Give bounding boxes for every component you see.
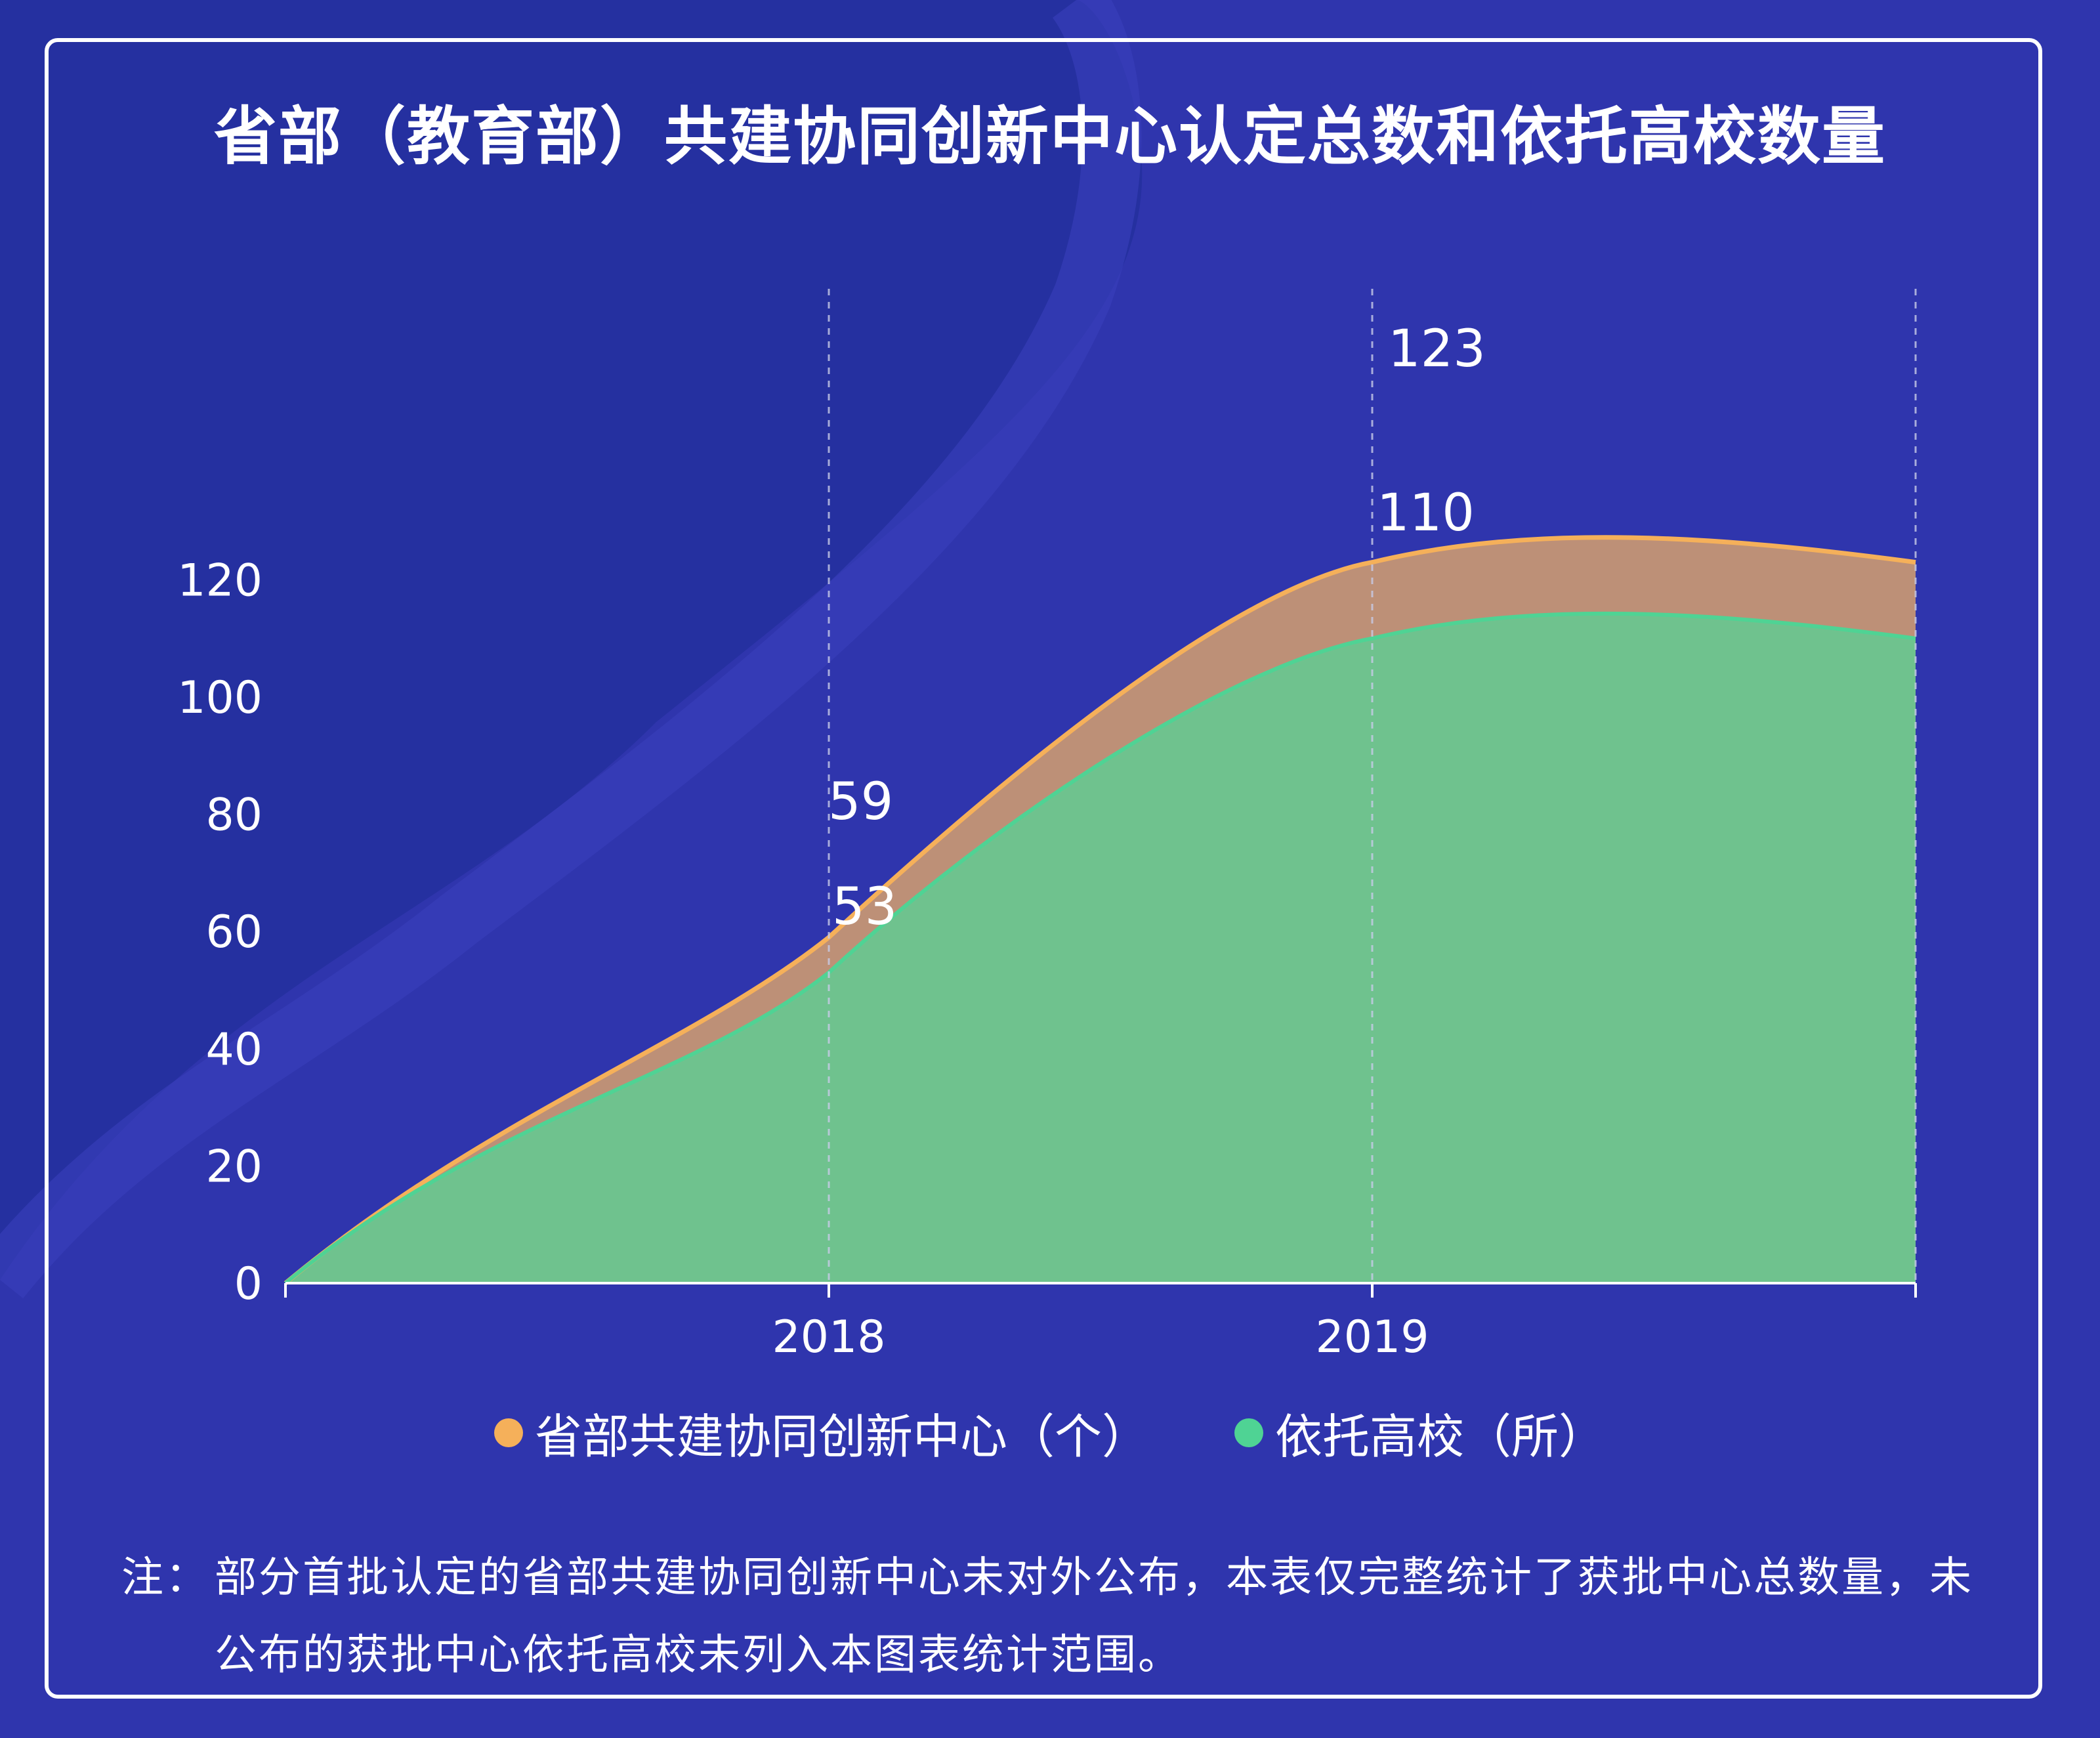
footnote-text: 部分首批认定的省部共建协同创新中心未对外公布，本表仅完整统计了获批中心总数量，未… (215, 1554, 1973, 1680)
chart-title: 省部（教育部）共建协同创新中心认定总数和依托高校数量 (214, 100, 1886, 173)
data-label-centers: 59 (828, 773, 893, 832)
y-tick-label: 100 (177, 672, 262, 724)
footnote: 注： 部分首批认定的省部共建协同创新中心未对外公布，本表仅完整统计了获批中心总数… (121, 1539, 1979, 1694)
x-tick-label: 2018 (772, 1311, 885, 1363)
y-tick-label: 40 (205, 1024, 262, 1076)
line-universities (284, 611, 1916, 1285)
legend-label-universities: 依托高校（所） (1275, 1409, 1606, 1464)
chart-card-border (45, 38, 2042, 1699)
y-tick-label: 120 (177, 555, 262, 606)
data-label-universities: 53 (832, 878, 897, 937)
y-tick-label: 20 (205, 1141, 262, 1193)
data-label-universities: 110 (1377, 484, 1475, 543)
line-centers (284, 535, 1916, 1285)
y-tick-label: 60 (205, 906, 262, 958)
x-tick-label: 2019 (1315, 1311, 1429, 1363)
y-tick-label: 80 (205, 790, 262, 841)
legend-label-centers: 省部共建协同创新中心（个） (534, 1409, 1149, 1464)
legend-item-centers: 省部共建协同创新中心（个） (494, 1398, 1149, 1467)
area-universities (285, 613, 1916, 1283)
legend-item-universities: 依托高校（所） (1234, 1398, 1606, 1467)
green-dot-icon (1234, 1418, 1263, 1447)
data-label-centers: 123 (1388, 320, 1486, 379)
footnote-label: 注： (121, 1554, 209, 1602)
orange-dot-icon (494, 1418, 523, 1447)
y-tick-label: 0 (234, 1258, 262, 1310)
chart-legend: 省部共建协同创新中心（个） 依托高校（所） (0, 1398, 2100, 1467)
